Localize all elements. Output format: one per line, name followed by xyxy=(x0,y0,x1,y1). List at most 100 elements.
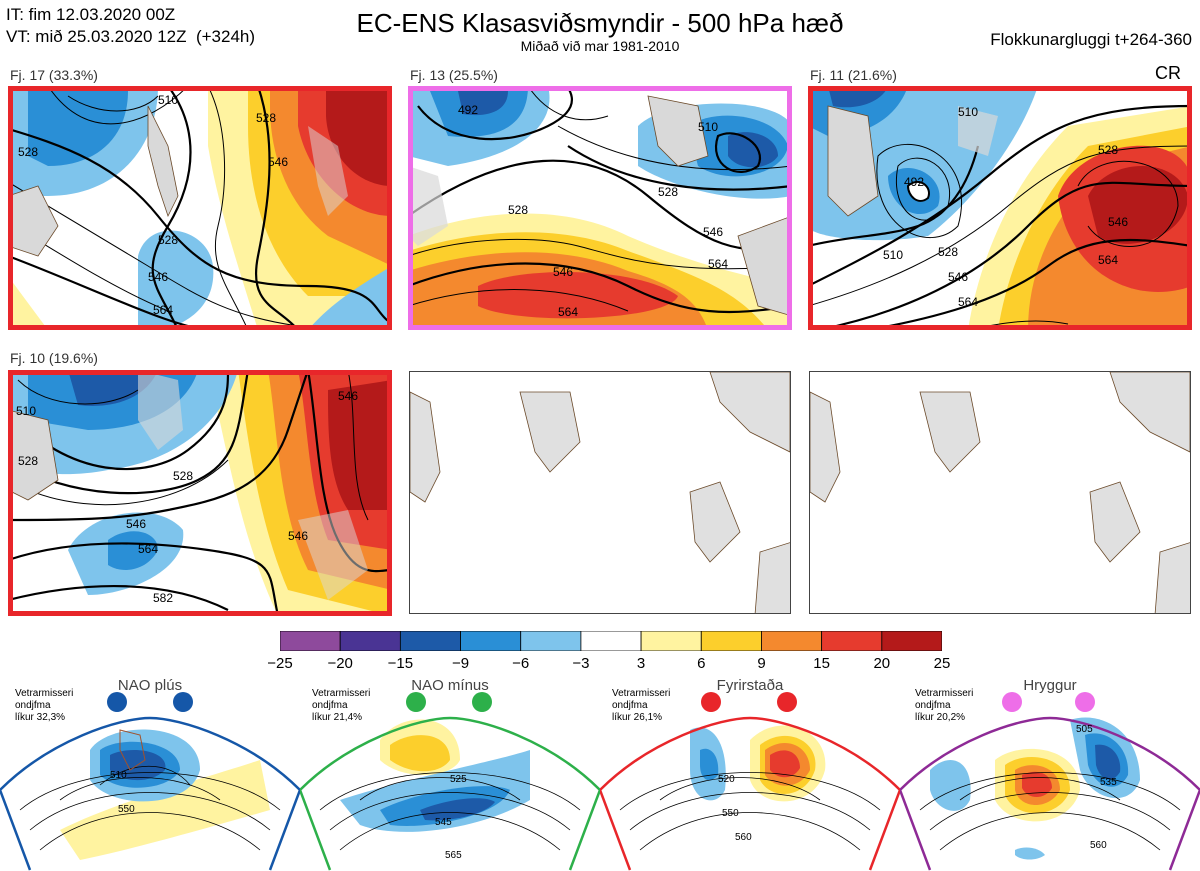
contour-label: 564 xyxy=(958,295,978,309)
contour-label: 528 xyxy=(1098,143,1118,157)
contour-label: 564 xyxy=(1098,253,1118,267)
cr-label: CR xyxy=(1155,63,1181,83)
regime-contour-label: 550 xyxy=(118,804,135,815)
colorbar-segment xyxy=(640,631,702,651)
contour-label: 528 xyxy=(158,233,178,247)
empty-map-panel xyxy=(409,371,791,614)
regime-contour-label: 560 xyxy=(1090,840,1107,851)
cluster-label-4: Fj. 10 (19.6%) xyxy=(10,350,98,366)
contour-label: 546 xyxy=(288,529,308,543)
valid-time-text: VT: mið 25.03.2020 12Z (+324h) xyxy=(6,27,256,46)
regime-dot xyxy=(701,692,721,712)
contour-label: 510 xyxy=(16,404,36,418)
colorbar-tick-label: 20 xyxy=(873,655,891,672)
cluster-map-1: 510 528 546 528 546 564 528 xyxy=(8,86,392,330)
cluster-window-text: Flokkunargluggi t+264-360 xyxy=(990,30,1192,49)
contour-label: 510 xyxy=(883,248,903,262)
colorbar-segment xyxy=(761,631,823,651)
regime-dot xyxy=(406,692,426,712)
colorbar-tick-label: −15 xyxy=(387,655,414,672)
colorbar-tick-label: 15 xyxy=(813,655,830,672)
regime-contour-label: 535 xyxy=(1100,777,1117,788)
contour-label: 546 xyxy=(1108,215,1128,229)
regime-dot xyxy=(472,692,492,712)
regime-dot xyxy=(777,692,797,712)
colorbar-tick-label: 3 xyxy=(636,655,646,672)
regime-contour-label: 545 xyxy=(435,817,452,828)
colorbar-tick-label: −20 xyxy=(327,655,353,672)
cluster-map-4: 510 528 528 546 564 546 582 546 xyxy=(8,370,392,616)
colorbar-segment xyxy=(821,631,883,651)
contour-label: 564 xyxy=(153,303,173,317)
colorbar-segment xyxy=(460,631,522,651)
colorbar-tick-label: 9 xyxy=(757,655,766,672)
regime-title: Hryggur xyxy=(1023,677,1077,694)
colorbar-segment xyxy=(700,631,762,651)
colorbar xyxy=(280,631,942,651)
regime-contour-label: 510 xyxy=(110,770,127,781)
regime-dot xyxy=(107,692,127,712)
regime-dot xyxy=(1002,692,1022,712)
contour-label: 546 xyxy=(948,270,968,284)
contour-label: 492 xyxy=(458,103,478,117)
colorbar-segment xyxy=(339,631,401,651)
contour-label: 510 xyxy=(698,120,718,134)
regime-title: Fyrirstaða xyxy=(716,677,784,694)
contour-label: 528 xyxy=(18,454,38,468)
empty-map-panel xyxy=(809,371,1191,614)
colorbar-tick-label: 6 xyxy=(697,655,706,672)
regime-contour-label: 565 xyxy=(445,850,462,861)
contour-label: 564 xyxy=(558,305,578,319)
regime-map-nao-minus: 525 545 565 xyxy=(300,690,600,871)
cluster-map-2: 492 510 528 528 546 546 564 564 xyxy=(408,86,792,330)
regime-contour-label: 525 xyxy=(450,774,467,785)
regime-title: NAO plús xyxy=(117,677,183,694)
colorbar-tick-label: −6 xyxy=(512,655,530,672)
regime-note: Vetrarmisseri ondjfma líkur 21,4% xyxy=(312,688,371,723)
contour-label: 528 xyxy=(658,185,678,199)
regime-dot xyxy=(173,692,193,712)
contour-label: 546 xyxy=(338,389,358,403)
regime-map-nao-plus: 510 550 xyxy=(0,690,300,871)
regime-contour-label: 560 xyxy=(735,832,752,843)
contour-label: 528 xyxy=(18,145,38,159)
contour-label: 528 xyxy=(938,245,958,259)
colorbar-tick-label: −9 xyxy=(451,655,470,672)
regime-note: Vetrarmisseri ondjfma líkur 26,1% xyxy=(612,688,671,723)
colorbar-tick-label: −25 xyxy=(267,655,293,672)
contour-label: 564 xyxy=(708,257,728,271)
colorbar-segment xyxy=(280,631,341,651)
regime-note: Vetrarmisseri ondjfma líkur 20,2% xyxy=(915,688,974,723)
regime-contour-label: 520 xyxy=(718,774,735,785)
regime-contour-label: 505 xyxy=(1076,724,1093,735)
colorbar-segment xyxy=(881,631,942,651)
contour-label: 564 xyxy=(138,542,158,556)
contour-label: 510 xyxy=(158,93,178,107)
cluster-label-3: Fj. 11 (21.6%) xyxy=(810,67,897,83)
contour-label: 492 xyxy=(904,175,924,189)
cluster-label-2: Fj. 13 (25.5%) xyxy=(410,67,498,83)
regime-map-ridge: 505 535 560 xyxy=(900,690,1200,871)
contour-label: 546 xyxy=(268,155,288,169)
regime-contour-label: 550 xyxy=(722,808,739,819)
regime-note: Vetrarmisseri ondjfma líkur 32,3% xyxy=(15,688,74,723)
colorbar-tick-label: 25 xyxy=(933,655,951,672)
contour-label: 528 xyxy=(508,203,528,217)
contour-label: 528 xyxy=(256,111,276,125)
colorbar-segment xyxy=(399,631,461,651)
regime-map-blocking: 520 550 560 xyxy=(600,690,900,871)
contour-label: 546 xyxy=(703,225,723,239)
colorbar-tick-label: −3 xyxy=(572,655,590,672)
regime-dot xyxy=(1075,692,1095,712)
cluster-map-3: 510 492 510 528 546 546 564 564 528 xyxy=(808,86,1192,330)
contour-label: 528 xyxy=(173,469,193,483)
cluster-label-1: Fj. 17 (33.3%) xyxy=(10,67,98,83)
contour-label: 546 xyxy=(148,270,168,284)
contour-label: 510 xyxy=(958,105,978,119)
colorbar-segment xyxy=(580,631,642,651)
init-time-text: IT: fim 12.03.2020 00Z xyxy=(6,5,176,24)
regime-title: NAO mínus xyxy=(411,677,489,694)
contour-label: 546 xyxy=(126,517,146,531)
contour-label: 546 xyxy=(553,265,573,279)
page-title: EC-ENS Klasasviðsmyndir - 500 hPa hæð xyxy=(356,8,844,38)
